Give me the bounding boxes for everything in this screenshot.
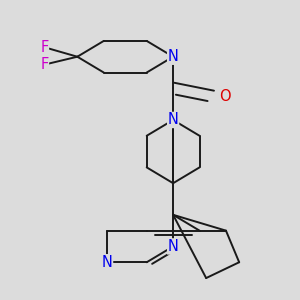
Text: N: N (168, 112, 178, 128)
Text: O: O (219, 89, 231, 104)
Text: N: N (102, 255, 112, 270)
Text: F: F (40, 57, 48, 72)
Text: N: N (168, 239, 178, 254)
Text: F: F (40, 40, 48, 55)
Text: N: N (168, 49, 178, 64)
